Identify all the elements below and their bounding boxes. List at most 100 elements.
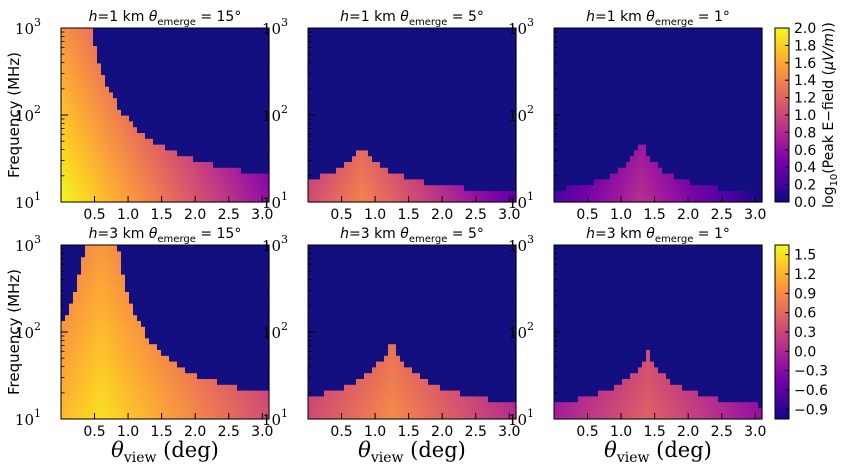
heatmap-cell — [678, 86, 683, 93]
heatmap-cell — [440, 28, 445, 35]
heatmap-cell — [221, 167, 226, 174]
heatmap-cell — [738, 33, 743, 41]
heatmap-cell — [308, 33, 313, 41]
heatmap-cell — [73, 62, 78, 70]
heatmap-cell — [312, 120, 317, 128]
heatmap-cell — [746, 51, 751, 58]
heatmap-cell — [89, 173, 94, 180]
heatmap-cell — [165, 74, 170, 81]
heatmap-cell — [101, 74, 106, 81]
heatmap-cell — [81, 103, 86, 110]
heatmap-cell — [237, 91, 242, 99]
heatmap-cell — [586, 155, 591, 162]
heatmap-cell — [690, 45, 695, 52]
heatmap-cell — [626, 126, 631, 133]
heatmap-cell — [448, 126, 453, 133]
heatmap-cell — [344, 115, 349, 122]
heatmap-cell — [185, 167, 190, 174]
heatmap-cell — [562, 173, 567, 180]
heatmap-cell — [662, 155, 667, 162]
heatmap-cell — [614, 80, 619, 87]
heatmap-cell — [340, 103, 345, 110]
heatmap-cell — [702, 68, 707, 75]
heatmap-cell — [630, 80, 635, 87]
heatmap-cell — [97, 132, 102, 139]
heatmap-cell — [578, 196, 583, 203]
heatmap-cell — [201, 196, 206, 203]
heatmap-cell — [145, 132, 150, 139]
heatmap-cell — [253, 80, 258, 87]
heatmap-cell — [185, 144, 190, 151]
heatmap-cell — [634, 28, 639, 35]
heatmap-cell — [69, 144, 74, 151]
heatmap-cell — [157, 167, 162, 174]
heatmap-cell — [698, 28, 703, 35]
heatmap-cell — [85, 149, 90, 157]
heatmap-cell — [590, 91, 595, 99]
heatmap-cell — [718, 115, 723, 122]
heatmap-cell — [257, 51, 262, 58]
heatmap-cell — [618, 144, 623, 151]
heatmap-cell — [488, 138, 493, 145]
heatmap-cell — [125, 132, 130, 139]
heatmap-cell — [742, 120, 747, 128]
heatmap-cell — [574, 155, 579, 162]
heatmap-cell — [185, 155, 190, 162]
heatmap-cell — [65, 401, 70, 408]
heatmap-cell — [598, 57, 603, 64]
heatmap-cell — [69, 395, 74, 403]
heatmap-cell — [372, 161, 377, 168]
heatmap-cell — [193, 120, 198, 128]
heatmap-cell — [614, 126, 619, 133]
heatmap-cell — [261, 149, 266, 157]
heatmap-cell — [512, 103, 517, 110]
heatmap-cell — [710, 132, 715, 139]
heatmap-cell — [161, 155, 166, 162]
heatmap-cell — [646, 28, 651, 35]
heatmap-cell — [97, 138, 102, 145]
heatmap-cell — [714, 80, 719, 87]
heatmap-cell — [380, 120, 385, 128]
heatmap-cell — [113, 161, 118, 168]
heatmap-cell — [758, 167, 763, 174]
heatmap-cell — [730, 51, 735, 58]
heatmap-cell — [141, 97, 146, 104]
heatmap-cell — [670, 80, 675, 87]
heatmap-cell — [89, 138, 94, 145]
heatmap-cell — [237, 97, 242, 104]
heatmap-cell — [400, 144, 405, 151]
heatmap-cell — [384, 132, 389, 139]
heatmap-cell — [225, 149, 230, 157]
heatmap-cell — [678, 109, 683, 116]
heatmap-cell — [650, 138, 655, 145]
heatmap-cell — [622, 126, 627, 133]
heatmap-cell — [225, 167, 230, 174]
heatmap-cell — [380, 39, 385, 46]
heatmap-cell — [468, 184, 473, 191]
heatmap-cell — [229, 33, 234, 41]
heatmap-cell — [205, 132, 210, 139]
heatmap-cell — [590, 57, 595, 64]
heatmap-cell — [348, 28, 353, 35]
heatmap-cell — [738, 28, 743, 35]
heatmap-cell — [316, 161, 321, 168]
heatmap-cell — [504, 178, 509, 186]
heatmap-cell — [706, 103, 711, 110]
heatmap-cell — [356, 196, 361, 203]
heatmap-cell — [730, 28, 735, 35]
heatmap-cell — [177, 196, 182, 203]
heatmap-cell — [137, 51, 142, 58]
heatmap-cell — [233, 74, 238, 81]
heatmap-cell — [157, 62, 162, 70]
heatmap-cell — [622, 178, 627, 186]
heatmap-cell — [344, 138, 349, 145]
heatmap-cell — [630, 103, 635, 110]
heatmap-cell — [492, 167, 497, 174]
heatmap-cell — [610, 115, 615, 122]
heatmap-cell — [420, 68, 425, 75]
heatmap-cell — [344, 68, 349, 75]
heatmap-cell — [492, 196, 497, 203]
heatmap-cell — [558, 196, 563, 203]
heatmap-cell — [93, 161, 98, 168]
